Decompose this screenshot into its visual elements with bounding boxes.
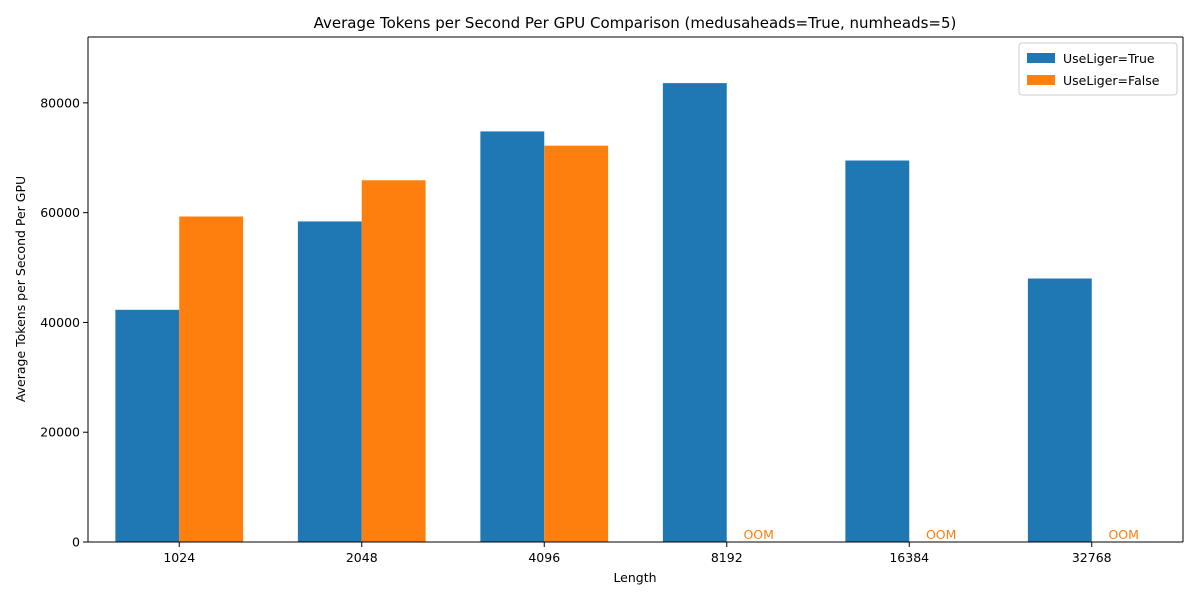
y-tick-label: 80000: [40, 95, 80, 110]
bar-liger-true-2048: [297, 221, 362, 542]
oom-label-32768: OOM: [1108, 527, 1138, 542]
bar-liger-true-1024: [115, 309, 180, 542]
x-tick-label: 32768: [1072, 550, 1112, 565]
bar-liger-false-2048: [361, 180, 426, 542]
x-tick-label: 2048: [346, 550, 378, 565]
x-tick-label: 8192: [711, 550, 743, 565]
y-tick-label: 60000: [40, 205, 80, 220]
oom-label-8192: OOM: [743, 527, 773, 542]
legend: UseLiger=True UseLiger=False: [1018, 42, 1178, 96]
y-axis-label: Average Tokens per Second Per GPU: [13, 176, 28, 402]
y-tick-label: 0: [72, 535, 80, 550]
legend-swatch-liger-true: [1027, 53, 1055, 63]
oom-label-16384: OOM: [926, 527, 956, 542]
chart-title: Average Tokens per Second Per GPU Compar…: [314, 14, 957, 32]
bar-liger-true-8192: [662, 83, 727, 543]
legend-label-liger-true: UseLiger=True: [1063, 51, 1155, 66]
x-axis-label: Length: [613, 570, 656, 585]
bar-liger-false-1024: [179, 216, 244, 543]
plot-area: OOM OOM OOM 0 20000 40000 60000 80000 1024 2048 40…: [40, 36, 1184, 565]
bar-liger-true-16384: [845, 160, 910, 542]
y-tick-label: 40000: [40, 315, 80, 330]
legend-box: [1018, 42, 1178, 96]
legend-label-liger-false: UseLiger=False: [1063, 73, 1160, 88]
y-tick-label: 20000: [40, 425, 80, 440]
bar-liger-true-4096: [480, 131, 545, 542]
legend-swatch-liger-false: [1027, 75, 1055, 85]
bar-liger-false-4096: [544, 145, 609, 542]
x-tick-label: 4096: [528, 550, 560, 565]
bar-liger-true-32768: [1027, 278, 1092, 542]
x-tick-label: 1024: [163, 550, 195, 565]
x-tick-label: 16384: [889, 550, 929, 565]
